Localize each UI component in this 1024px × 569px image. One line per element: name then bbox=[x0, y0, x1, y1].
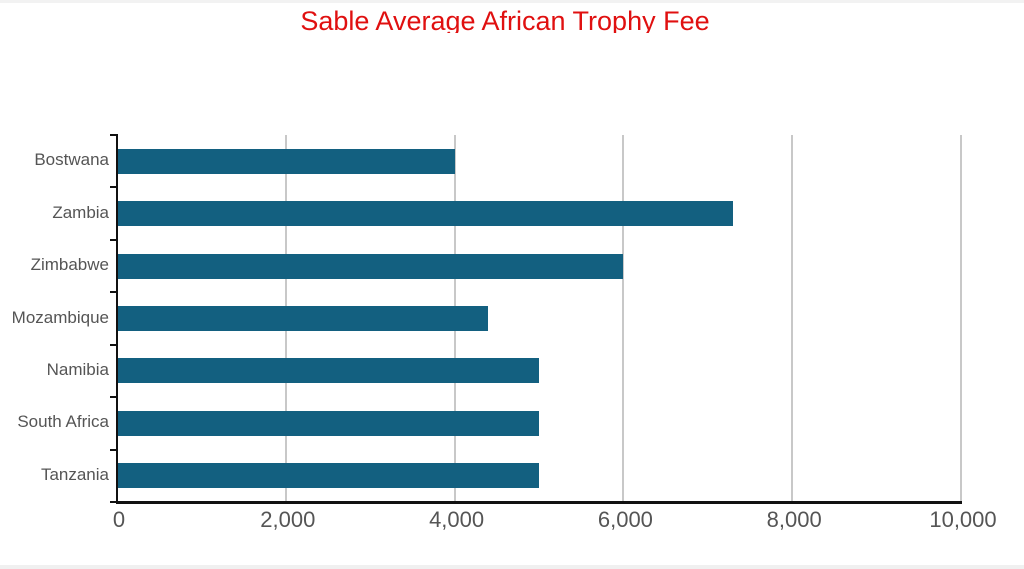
top-border bbox=[0, 0, 1024, 3]
bar-south-africa bbox=[118, 410, 539, 436]
y-tick bbox=[110, 186, 118, 189]
y-tick bbox=[110, 134, 118, 136]
gridline bbox=[960, 135, 962, 502]
bar-mozambique bbox=[118, 306, 489, 331]
x-tick-label: 2,000 bbox=[260, 507, 316, 532]
x-tick-label: 4,000 bbox=[429, 507, 485, 532]
y-category-label: Mozambique bbox=[11, 307, 109, 327]
chart-title: Sable Average African Trophy Fee bbox=[300, 6, 710, 33]
y-tick bbox=[110, 291, 118, 294]
y-category-label: Bostwana bbox=[34, 150, 109, 170]
gridline bbox=[791, 135, 794, 502]
bar-tanzania bbox=[118, 463, 539, 489]
x-axis bbox=[116, 501, 962, 504]
x-tick-label: 10,000 bbox=[929, 507, 997, 532]
gridline bbox=[622, 135, 625, 502]
y-category-label: South Africa bbox=[17, 412, 109, 432]
y-category-label: Zimbabwe bbox=[30, 255, 109, 275]
y-tick bbox=[110, 448, 118, 451]
y-category-label: Namibia bbox=[46, 359, 109, 379]
x-tick-label: 0 bbox=[112, 507, 126, 532]
bar-bostwana bbox=[118, 148, 455, 174]
y-category-label: Zambia bbox=[52, 202, 109, 222]
x-tick-label: 6,000 bbox=[597, 507, 653, 532]
bar-namibia bbox=[118, 358, 539, 384]
y-tick bbox=[110, 238, 118, 241]
bar-zimbabwe bbox=[118, 253, 624, 279]
bottom-border bbox=[0, 565, 1024, 569]
y-tick bbox=[110, 501, 118, 503]
y-tick bbox=[110, 396, 118, 399]
bar-zambia bbox=[118, 201, 734, 227]
x-tick-label: 8,000 bbox=[766, 507, 822, 532]
y-category-label: Tanzania bbox=[40, 464, 109, 484]
y-tick bbox=[110, 343, 118, 346]
y-axis bbox=[116, 135, 118, 503]
